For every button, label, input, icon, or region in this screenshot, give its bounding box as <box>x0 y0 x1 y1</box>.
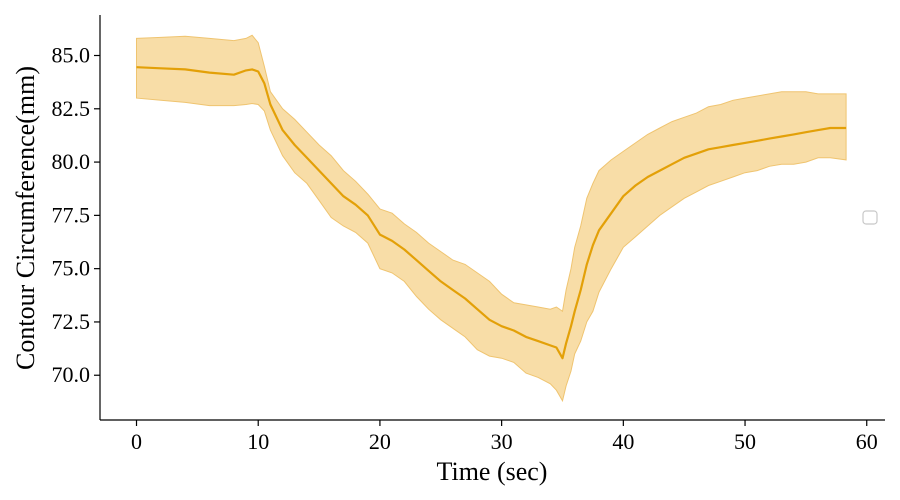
axes <box>99 15 885 421</box>
x-tick-label: 10 <box>247 429 269 454</box>
x-tick-label: 30 <box>491 429 513 454</box>
y-tick-label: 70.0 <box>52 362 91 387</box>
x-axis-title: Time (sec) <box>437 457 548 486</box>
y-tick-label: 72.5 <box>52 309 91 334</box>
mean-line <box>136 66 847 360</box>
y-axis-ticks: 70.0 72.5 75.0 77.5 80.0 82.5 85.0 <box>52 43 100 387</box>
y-tick-label: 77.5 <box>52 202 91 227</box>
confidence-band <box>136 34 847 403</box>
x-tick-label: 60 <box>856 429 878 454</box>
y-tick-label: 80.0 <box>52 149 91 174</box>
y-tick-label: 85.0 <box>52 43 91 68</box>
legend-box <box>862 210 878 225</box>
x-tick-label: 40 <box>612 429 634 454</box>
x-tick-label: 20 <box>369 429 391 454</box>
x-axis-ticks: 0 10 20 30 40 50 60 <box>131 420 878 454</box>
y-tick-label: 75.0 <box>52 256 91 281</box>
y-axis-title: Contour Circumference(mm) <box>11 66 40 370</box>
x-tick-label: 0 <box>131 429 142 454</box>
x-tick-label: 50 <box>734 429 756 454</box>
y-tick-label: 82.5 <box>52 96 91 121</box>
mean-line-layer <box>136 66 847 360</box>
confidence-band-layer <box>136 34 847 403</box>
